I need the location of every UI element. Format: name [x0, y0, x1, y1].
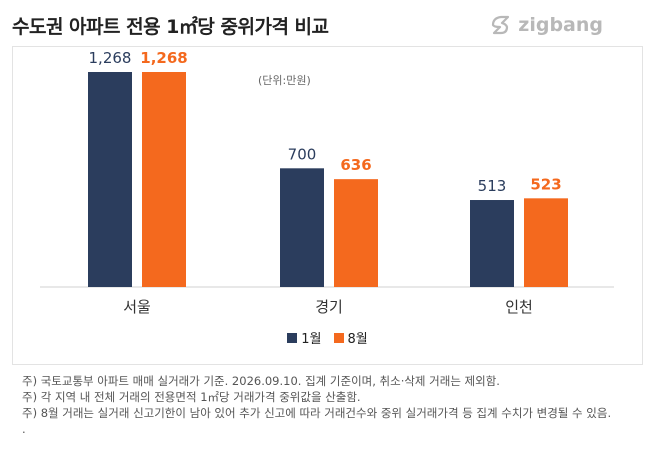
zigbang-logo-text: zigbang	[518, 14, 603, 36]
chart-legend: 1월 8월	[0, 328, 655, 347]
bar-aug-1	[334, 179, 378, 287]
footnote-3: 주) 8월 거래는 실거래 신고기한이 남아 있어 추가 신고에 따라 거래건수…	[22, 406, 612, 420]
bar-aug-2	[524, 198, 568, 287]
category-label-0: 서울	[123, 298, 151, 316]
bar-jan-1	[280, 168, 324, 287]
value-label-aug-1: 636	[340, 156, 371, 174]
zigbang-logo: zigbang	[490, 14, 603, 36]
bar-aug-0	[142, 72, 186, 287]
value-label-aug-0: 1,268	[140, 49, 187, 67]
value-label-jan-1: 700	[288, 145, 317, 163]
legend-swatch-jan	[287, 332, 298, 343]
legend-item-aug: 8월	[333, 328, 368, 347]
category-label-2: 인천	[505, 298, 533, 316]
legend-swatch-aug	[333, 332, 344, 343]
legend-label-aug: 8월	[347, 332, 368, 347]
footnotes: 주) 국토교통부 아파트 매매 실거래가 기준. 2026.09.10. 집계 …	[22, 373, 642, 437]
value-label-jan-0: 1,268	[89, 49, 132, 67]
category-label-1: 경기	[315, 298, 343, 316]
value-label-jan-2: 513	[478, 177, 507, 195]
legend-label-jan: 1월	[301, 332, 322, 347]
bar-jan-0	[88, 72, 132, 287]
footnote-1: 주) 국토교통부 아파트 매매 실거래가 기준. 2026.09.10. 집계 …	[22, 374, 500, 388]
bar-jan-2	[470, 200, 514, 287]
value-label-aug-2: 523	[530, 175, 561, 193]
zigbang-logo-icon	[492, 15, 510, 35]
chart-title: 수도권 아파트 전용 1㎡당 중위가격 비교	[12, 16, 329, 38]
unit-label: (단위:만원)	[258, 74, 311, 87]
footnote-4: .	[22, 422, 26, 436]
footnote-2: 주) 각 지역 내 전체 거래의 전용면적 1㎡당 거래가격 중위값을 산출함.	[22, 390, 361, 404]
legend-item-jan: 1월	[287, 328, 322, 347]
